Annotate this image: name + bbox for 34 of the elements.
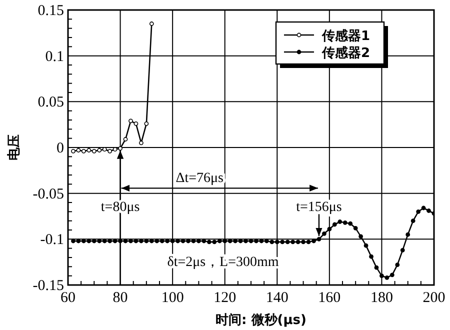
point <box>144 121 149 126</box>
legend-label: 传感器2 <box>321 45 370 61</box>
point <box>108 148 112 154</box>
x-tick-label: 120 <box>214 290 236 306</box>
point <box>71 148 76 154</box>
point <box>134 121 138 126</box>
point <box>123 137 128 142</box>
point <box>149 22 154 26</box>
x-tick-label: 160 <box>318 290 341 306</box>
point <box>128 118 133 124</box>
point <box>81 148 86 154</box>
point <box>97 148 102 152</box>
x-tick-label: 80 <box>112 290 128 306</box>
y-tick-label: -0.1 <box>40 232 64 248</box>
annotation: Δt=76μs <box>176 171 224 186</box>
y-tick-label: 0.15 <box>38 3 64 19</box>
y-tick-label: 0.05 <box>38 94 64 111</box>
point <box>102 147 107 152</box>
point <box>139 140 144 146</box>
point <box>76 148 81 152</box>
x-axis-title: 时间: 微秒(μs) <box>216 313 306 328</box>
y-tick-label: 0.1 <box>45 48 64 65</box>
y-axis-title: 电压 <box>7 134 22 160</box>
x-tick-label: 140 <box>266 290 288 306</box>
point <box>118 146 122 151</box>
x-tick-label: 180 <box>370 290 393 306</box>
x-tick-label: 100 <box>161 290 184 306</box>
legend-label: 传感器1 <box>321 28 370 44</box>
point <box>112 147 118 152</box>
y-tick-label: 0 <box>56 140 64 156</box>
y-tick-label: -0.05 <box>32 186 64 202</box>
point <box>86 148 92 152</box>
x-tick-label: 200 <box>422 290 446 306</box>
point <box>92 148 96 154</box>
